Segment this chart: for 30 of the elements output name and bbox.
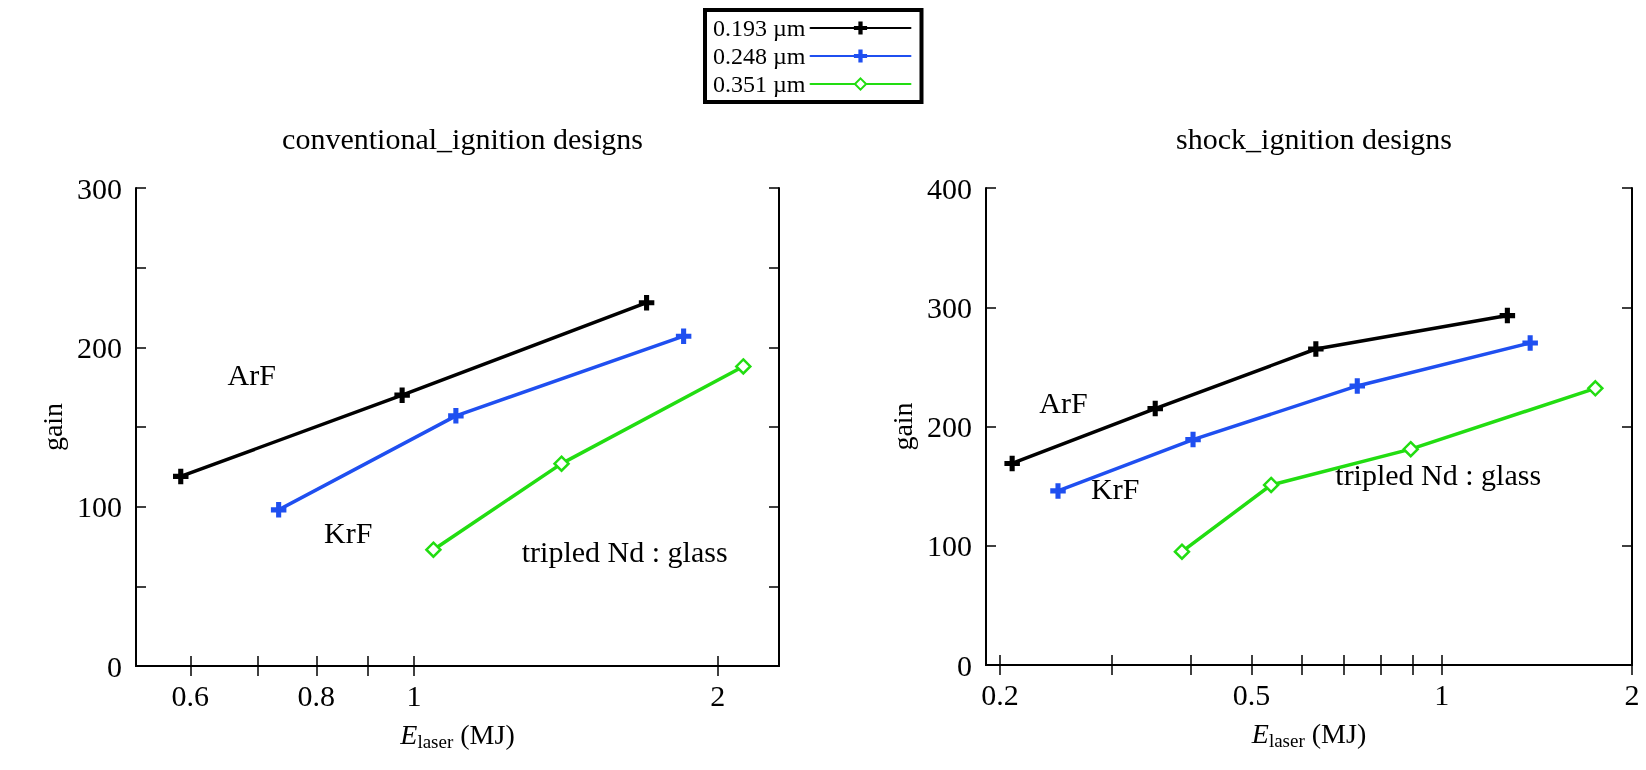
x-tick-label: 0.8 bbox=[297, 678, 336, 712]
annotation: tripled Nd : glass bbox=[1335, 457, 1542, 491]
y-tick-label: 0 bbox=[107, 649, 122, 683]
annotation: KrF bbox=[324, 515, 373, 549]
legend-label: 0.193 µm bbox=[713, 15, 806, 41]
y-tick-label: 100 bbox=[77, 490, 122, 524]
annotation: ArF bbox=[227, 357, 276, 391]
y-tick-label: 100 bbox=[927, 529, 972, 563]
x-tick-label: 0.6 bbox=[171, 678, 210, 712]
y-axis-title: gain bbox=[36, 402, 68, 452]
y-tick-label: 0 bbox=[957, 648, 972, 682]
x-tick-label: 1 bbox=[406, 678, 422, 712]
x-tick-label: 0.2 bbox=[981, 677, 1019, 711]
x-tick-label: 1 bbox=[1434, 677, 1450, 711]
y-tick-label: 300 bbox=[77, 171, 122, 205]
y-tick-label: 300 bbox=[927, 290, 972, 324]
annotation: ArF bbox=[1039, 386, 1088, 420]
y-tick-label: 200 bbox=[77, 330, 122, 364]
y-tick-label: 400 bbox=[927, 171, 972, 205]
chart-title: conventional_ignition designs bbox=[282, 121, 643, 155]
legend-label: 0.248 µm bbox=[713, 43, 806, 69]
legend-label: 0.351 µm bbox=[713, 71, 806, 97]
x-tick-label: 2 bbox=[1624, 677, 1640, 711]
y-tick-label: 200 bbox=[927, 410, 972, 443]
chart-title: shock_ignition designs bbox=[1176, 121, 1452, 155]
annotation: tripled Nd : glass bbox=[521, 534, 728, 568]
annotation: KrF bbox=[1091, 472, 1140, 506]
y-axis-title: gain bbox=[886, 402, 918, 451]
x-tick-label: 2 bbox=[710, 678, 726, 712]
x-tick-label: 0.5 bbox=[1232, 677, 1271, 711]
